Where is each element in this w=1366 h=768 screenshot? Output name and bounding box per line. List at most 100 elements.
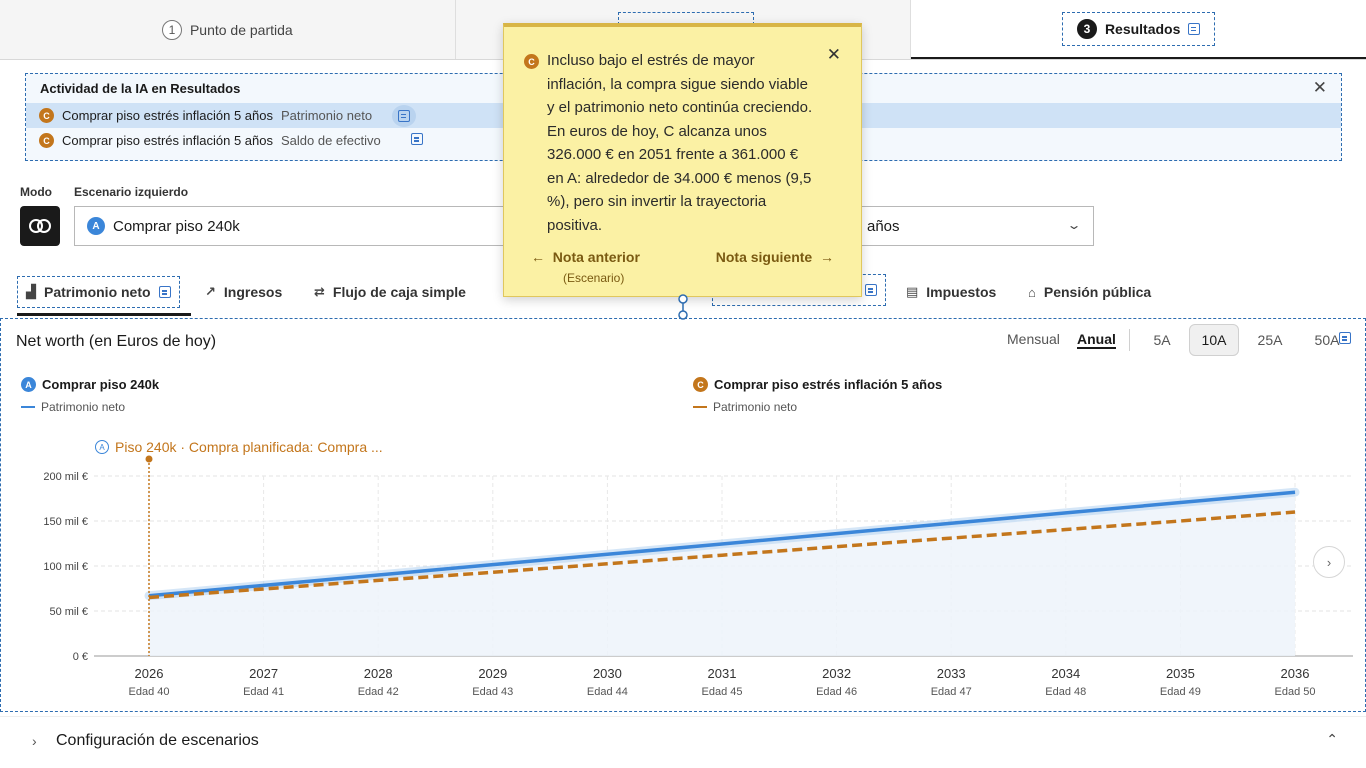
tab-pension-publica[interactable]: ⌂ Pensión pública xyxy=(1028,276,1151,308)
right-scenario-select[interactable]: años ⌄ xyxy=(858,206,1094,246)
note-icon[interactable] xyxy=(1188,22,1201,35)
range-10a[interactable]: 10A xyxy=(1189,324,1239,356)
legend-swatch xyxy=(21,405,35,409)
x-tick-sublabel: Edad 45 xyxy=(702,686,743,698)
x-tick-sublabel: Edad 49 xyxy=(1160,686,1201,698)
arrows-icon: ⇄ xyxy=(314,284,325,299)
net-worth-chart: 0 € 50 mil € 100 mil € 150 mil € 200 mil € 20… xyxy=(43,455,1353,698)
step-resultados[interactable]: 3 Resultados xyxy=(911,0,1366,59)
y-tick-label: 100 mil € xyxy=(43,561,88,573)
chevron-right-icon[interactable]: › xyxy=(32,733,37,749)
close-icon[interactable]: ✕ xyxy=(1312,78,1327,97)
chevron-down-icon: ⌄ xyxy=(1066,218,1082,232)
tab-label: Flujo de caja simple xyxy=(332,284,466,300)
legend-name-text: Comprar piso 240k xyxy=(42,377,160,392)
x-tick-sublabel: Edad 47 xyxy=(931,686,972,698)
range-25a[interactable]: 25A xyxy=(1257,332,1283,348)
left-scenario-label: Escenario izquierdo xyxy=(74,185,189,199)
note-button[interactable] xyxy=(392,104,417,127)
chart-panel: Net worth (en Euros de hoy) Mensual Anua… xyxy=(0,318,1366,712)
range-50a[interactable]: 50A xyxy=(1314,332,1340,348)
step-number: 1 xyxy=(161,19,182,40)
chart-icon: ▟ xyxy=(26,284,36,299)
event-label-text: Piso 240k · Compra planificada: Compra .… xyxy=(115,439,383,455)
y-tick-label: 0 € xyxy=(73,651,88,663)
legend-series-item[interactable]: Patrimonio neto xyxy=(693,400,942,414)
step-2[interactable] xyxy=(456,0,912,59)
ai-item-label: Comprar piso estrés inflación 5 años xyxy=(62,108,273,123)
legend-item-text: Patrimonio neto xyxy=(713,400,798,414)
x-tick-label: 2026 xyxy=(135,666,164,681)
next-note-button[interactable]: Nota siguiente → xyxy=(716,249,834,265)
period-mensual[interactable]: Mensual xyxy=(1007,331,1060,347)
x-tick-label: 2036 xyxy=(1281,666,1310,681)
mode-toggle-button[interactable] xyxy=(20,206,60,246)
previous-note-label: Nota anterior xyxy=(552,249,640,265)
overlap-icon-ring xyxy=(37,219,51,233)
x-tick-label: 2032 xyxy=(822,666,851,681)
legend-item-text: Patrimonio neto xyxy=(41,400,126,414)
note-icon[interactable] xyxy=(1339,332,1351,344)
chart-tabs: ▟ Patrimonio neto ↗ Ingresos ⇄ Flujo de … xyxy=(0,272,1366,316)
ai-activity-item[interactable]: C Comprar piso estrés inflación 5 años S… xyxy=(26,128,1341,153)
event-label[interactable]: A Piso 240k · Compra planificada: Compra… xyxy=(95,439,383,455)
x-tick-label: 2030 xyxy=(593,666,622,681)
event-marker-dot xyxy=(145,455,153,463)
y-tick-label: 200 mil € xyxy=(43,471,88,483)
mode-label: Modo xyxy=(20,185,52,199)
receipt-icon: ▤ xyxy=(906,284,919,299)
x-tick-sublabel: Edad 48 xyxy=(1045,686,1086,698)
legend-scenario-name: C Comprar piso estrés inflación 5 años xyxy=(693,377,942,392)
scenario-c-badge: C xyxy=(39,133,54,148)
tab-patrimonio-neto[interactable]: ▟ Patrimonio neto xyxy=(17,276,180,308)
tab-label: Pensión pública xyxy=(1043,284,1152,300)
x-tick-sublabel: Edad 42 xyxy=(358,686,399,698)
note-icon[interactable] xyxy=(865,284,877,296)
active-tab-underline xyxy=(17,313,191,316)
scenario-c-badge: C xyxy=(39,108,54,123)
note-icon[interactable] xyxy=(158,286,171,298)
bank-icon: ⌂ xyxy=(1028,284,1036,300)
note-text: Incluso bajo el estrés de mayor inflació… xyxy=(547,52,813,234)
arrow-right-icon: → xyxy=(812,249,834,265)
divider xyxy=(1129,329,1130,351)
legend-series-item[interactable]: Patrimonio neto xyxy=(21,400,159,414)
config-section[interactable]: › Configuración de escenarios ⌃ xyxy=(0,716,1366,768)
period-anual[interactable]: Anual xyxy=(1077,331,1116,349)
series-a-area xyxy=(149,492,1295,656)
y-tick-label: 150 mil € xyxy=(43,516,88,528)
tab-label: Patrimonio neto xyxy=(44,284,151,300)
scenario-c-badge: C xyxy=(693,377,708,392)
legend-scenario-c: C Comprar piso estrés inflación 5 años P… xyxy=(693,377,942,414)
chart-title: Net worth (en Euros de hoy) xyxy=(16,333,217,350)
step-number: 3 xyxy=(1076,18,1097,39)
y-tick-label: 50 mil € xyxy=(49,606,88,618)
tab-ingresos[interactable]: ↗ Ingresos xyxy=(205,276,282,308)
range-5a[interactable]: 5A xyxy=(1153,332,1171,348)
previous-note-button[interactable]: ← Nota anterior xyxy=(531,249,640,265)
note-button[interactable] xyxy=(410,133,423,148)
chevron-right-icon[interactable]: › xyxy=(1313,546,1345,578)
ai-note-popover: C Incluso bajo el estrés de mayor inflac… xyxy=(503,23,862,297)
note-connector xyxy=(678,294,688,320)
chevron-up-icon[interactable]: ⌃ xyxy=(1326,731,1338,747)
x-tick-label: 2027 xyxy=(249,666,278,681)
ai-item-sub: Saldo de efectivo xyxy=(281,133,381,148)
arrow-left-icon: ← xyxy=(531,249,553,265)
tab-impuestos[interactable]: ▤ Impuestos xyxy=(906,276,996,308)
left-scenario-select[interactable]: A Comprar piso 240k xyxy=(74,206,514,246)
step-punto-de-partida[interactable]: 1 Punto de partida xyxy=(0,0,456,59)
tab-flujo-de-caja-simple[interactable]: ⇄ Flujo de caja simple xyxy=(314,276,466,308)
legend-swatch xyxy=(693,405,707,409)
legend-scenario-a: A Comprar piso 240k Patrimonio neto xyxy=(21,377,159,414)
ai-item-sub: Patrimonio neto xyxy=(281,108,373,123)
previous-note-sub: (Escenario) xyxy=(563,271,625,285)
note-icon xyxy=(398,109,411,122)
scenario-a-badge: A xyxy=(87,217,105,235)
x-tick-sublabel: Edad 46 xyxy=(816,686,857,698)
tab-label: Ingresos xyxy=(223,284,283,300)
scenario-c-badge: C xyxy=(524,54,539,69)
close-icon[interactable]: ✕ xyxy=(826,45,841,64)
step-active-marker[interactable]: 3 Resultados xyxy=(1061,11,1216,46)
x-tick-label: 2028 xyxy=(364,666,393,681)
